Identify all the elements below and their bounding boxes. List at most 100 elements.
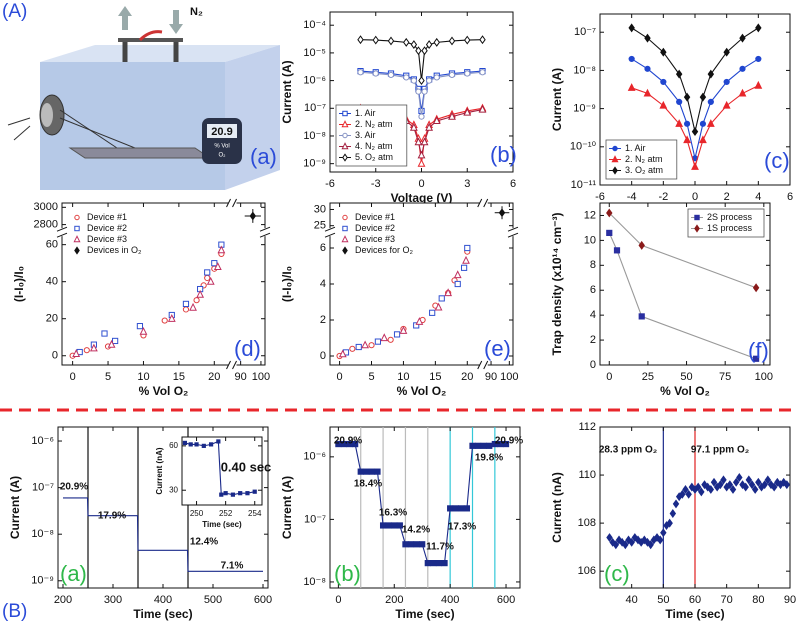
marker [653,533,661,542]
axis-break [324,226,336,238]
panel-label: (a) [250,144,277,169]
marker [374,468,381,475]
marker [363,468,370,475]
x-tick-label: 5 [105,371,111,383]
annotation: 17.3% [448,522,476,533]
marker [694,482,702,492]
y-tick-label: 8 [590,259,596,271]
x-tick-label: -3 [371,178,381,190]
marker [418,113,425,120]
marker [755,55,762,63]
marker [755,23,762,33]
axis-break [477,198,489,208]
y-tick-label: 6 [590,284,596,296]
light-source-lens [41,103,53,127]
y-tick-label: 110 [578,469,596,481]
marker [372,70,379,77]
marker [433,37,440,47]
y-tick-label: 4 [590,309,596,321]
axis-break [328,228,332,237]
marker [361,340,370,349]
marker [478,104,487,113]
marker [641,535,648,545]
marker [417,150,426,159]
marker [434,302,443,311]
y-axis-label: (I-I₀)/I₀ [280,266,294,302]
x-tick-label: 0 [70,371,76,383]
marker [432,116,441,125]
y-tick-label: 10⁻⁸ [573,64,596,76]
marker [352,440,359,448]
marker [666,518,673,528]
x-tick-label: -4 [627,191,637,203]
marker [101,330,108,337]
marker [780,477,787,487]
marker [748,480,756,490]
panel-label: (b) [490,142,517,167]
marker [717,480,724,490]
marker [418,76,425,86]
y-tick-label: 10⁻⁶ [303,451,326,463]
marker [644,33,651,43]
marker [755,477,762,487]
y-tick-label: 2 [590,334,596,346]
legend-label: Device #3 [355,234,395,244]
marker [372,35,379,45]
marker [417,158,426,167]
marker [656,535,664,545]
marker [707,98,714,105]
marker [424,560,431,567]
marker [419,541,426,548]
marker [464,70,471,77]
x-tick-label: 400 [441,594,459,606]
annotation: 16.3% [379,508,407,519]
x-axis-label: Time (sec) [665,607,724,621]
marker [387,336,394,343]
arrow-out [118,6,132,30]
marker [413,541,420,548]
marker [613,247,621,254]
y-tick-label: 106 [578,565,596,577]
annotation: 20.9% [495,436,523,447]
axis-break [226,198,237,208]
marker [479,35,486,45]
annotation: 14.2% [402,525,430,536]
axis-break [228,363,237,367]
panel-label: (c) [764,148,790,173]
marker [410,40,418,50]
legend-marker [612,145,618,152]
y-tick-label: 12 [584,209,596,221]
y-tick-label: 0 [52,350,58,362]
marker [357,468,364,475]
y-tick-label: 2 [320,314,326,326]
marker [89,343,98,352]
marker [745,475,753,485]
marker [739,65,746,72]
marker [660,78,667,86]
marker [444,288,453,297]
x-axis-label: Time (sec) [395,607,454,621]
marker [252,489,257,494]
x-tick-label: 20 [208,371,220,383]
marker [182,300,190,308]
x-axis-label: Time (sec) [133,607,192,621]
x-tick-label: 3 [464,178,470,190]
x-tick-label: 50 [657,594,669,606]
legend-marker [74,214,80,221]
x-tick-label: 0 [335,594,341,606]
marker [217,245,226,254]
marker [480,442,487,449]
marker [357,69,364,76]
y-tick-label: 10⁻⁹ [573,103,596,115]
marker [754,80,763,89]
marker [628,23,635,33]
y-tick-label: 10⁻⁸ [303,576,326,588]
axis-break [479,201,488,205]
marker [486,442,493,449]
marker [407,541,415,548]
marker [462,255,470,264]
y-tick-label: 20 [46,313,58,325]
axis-break [56,226,68,238]
x-tick-label: 0 [418,178,424,190]
marker [606,208,613,218]
